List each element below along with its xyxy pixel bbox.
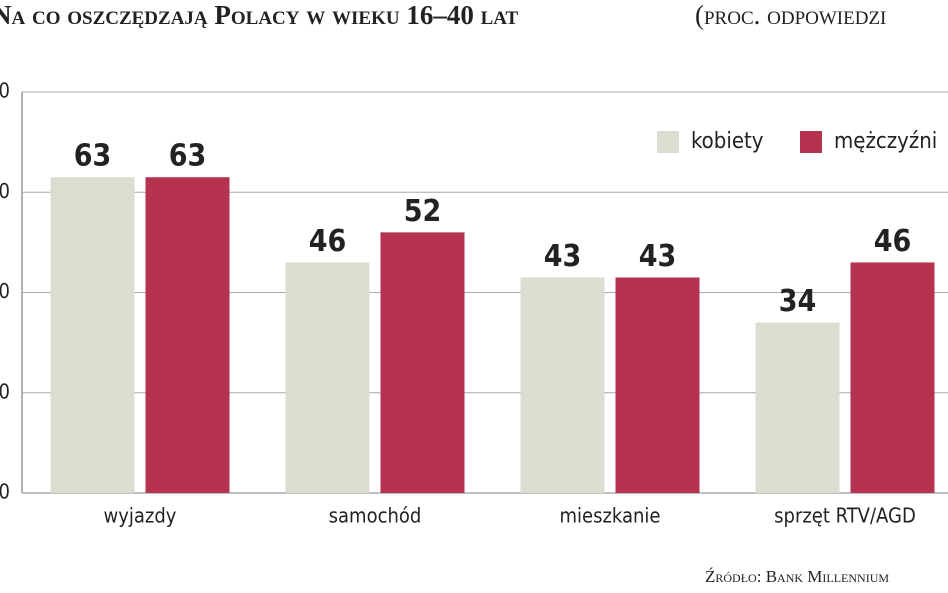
x-tick-label: sprzęt RTV/AGD [774, 504, 916, 528]
x-tick-label: wyjazdy [104, 504, 177, 528]
bar [50, 177, 135, 493]
x-tick-label: mieszkanie [560, 504, 661, 528]
legend-swatch [657, 131, 679, 153]
data-label: 43 [639, 239, 677, 274]
bar [145, 177, 230, 493]
data-label: 52 [404, 194, 442, 229]
source: Źródło: Bank Millennium [705, 567, 889, 586]
y-tick-label: 80 [0, 79, 10, 103]
chart-title: Na co oszczędzają Polacy w wieku 16–40 l… [0, 0, 519, 30]
chart-subtitle: (proc. odpowiedzi [695, 0, 886, 30]
bar [755, 322, 840, 493]
data-label: 63 [74, 139, 112, 174]
data-label: 63 [169, 139, 207, 174]
bar [520, 277, 605, 493]
legend-label: mężczyźni [834, 129, 937, 154]
bar [850, 262, 935, 493]
data-label: 46 [309, 224, 347, 259]
legend-swatch [800, 131, 822, 153]
y-tick-label: 40 [0, 279, 10, 303]
bar [285, 262, 370, 493]
bar [380, 232, 465, 493]
y-tick-label: 60 [0, 179, 10, 203]
data-label: 46 [874, 224, 912, 259]
x-tick-label: samochód [329, 504, 422, 528]
y-tick-label: 0 [0, 480, 10, 504]
y-tick-label: 20 [0, 379, 10, 403]
bar [615, 277, 700, 493]
legend-label: kobiety [691, 129, 764, 154]
data-label: 34 [779, 284, 817, 319]
data-label: 43 [544, 239, 582, 274]
